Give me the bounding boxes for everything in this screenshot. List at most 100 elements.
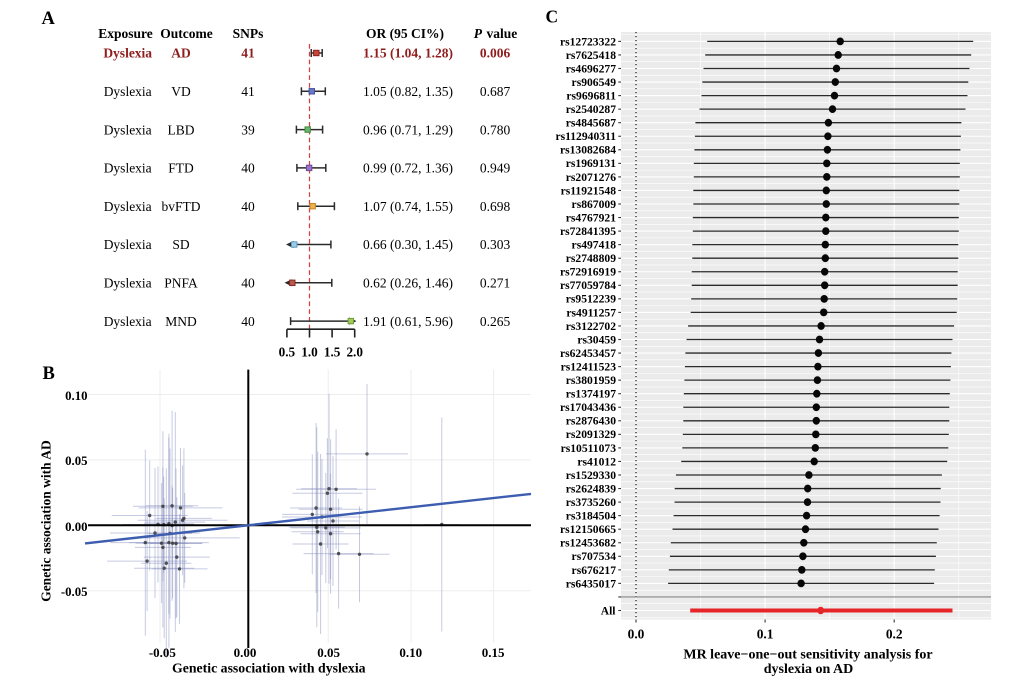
svg-text:0.2: 0.2 [886, 626, 903, 641]
svg-text:41: 41 [241, 84, 255, 99]
svg-text:AD: AD [171, 46, 191, 61]
svg-text:rs62453457: rs62453457 [560, 347, 616, 360]
svg-text:1.91 (0.61, 5.96): 1.91 (0.61, 5.96) [363, 314, 453, 329]
svg-text:0.0: 0.0 [628, 626, 645, 641]
svg-text:MND: MND [165, 314, 197, 329]
svg-text:0.780: 0.780 [480, 122, 511, 137]
svg-text:bvFTD: bvFTD [161, 199, 200, 214]
svg-text:Dyslexia: Dyslexia [104, 237, 152, 252]
svg-text:value: value [487, 26, 518, 41]
svg-text:rs2091329: rs2091329 [566, 428, 616, 441]
svg-text:0.687: 0.687 [480, 84, 511, 99]
svg-text:Dyslexia: Dyslexia [104, 276, 152, 291]
svg-text:1.0: 1.0 [301, 345, 318, 360]
svg-text:0.949: 0.949 [480, 161, 511, 176]
svg-text:rs72841395: rs72841395 [560, 225, 616, 238]
svg-text:dyslexia on AD: dyslexia on AD [764, 662, 853, 677]
svg-text:2.0: 2.0 [346, 345, 363, 360]
svg-text:-0.05: -0.05 [61, 585, 88, 599]
svg-text:Dyslexia: Dyslexia [103, 46, 152, 61]
svg-text:rs1969131: rs1969131 [566, 157, 616, 170]
svg-text:rs3735260: rs3735260 [566, 496, 616, 509]
svg-text:rs112940311: rs112940311 [555, 130, 616, 143]
svg-text:VD: VD [171, 84, 191, 99]
svg-text:1.07 (0.74, 1.55): 1.07 (0.74, 1.55) [363, 199, 453, 214]
svg-text:rs7625418: rs7625418 [566, 49, 616, 62]
svg-text:41: 41 [241, 46, 255, 61]
svg-text:rs867009: rs867009 [572, 198, 617, 211]
svg-text:rs497418: rs497418 [572, 239, 617, 252]
svg-text:rs1529330: rs1529330 [566, 469, 616, 482]
svg-text:0.265: 0.265 [480, 314, 511, 329]
svg-text:0.006: 0.006 [480, 46, 511, 61]
svg-text:rs10511073: rs10511073 [561, 442, 617, 455]
svg-text:rs77059784: rs77059784 [560, 279, 616, 292]
svg-text:0.15: 0.15 [482, 645, 505, 660]
svg-text:40: 40 [241, 237, 255, 252]
svg-text:1.5: 1.5 [324, 345, 341, 360]
svg-text:P: P [474, 26, 483, 41]
svg-text:Genetic association with AD: Genetic association with AD [39, 440, 54, 602]
svg-text:0.00: 0.00 [234, 645, 257, 660]
svg-text:rs4911257: rs4911257 [566, 306, 616, 319]
svg-text:Dyslexia: Dyslexia [104, 122, 152, 137]
svg-text:B: B [43, 364, 55, 384]
svg-text:A: A [42, 9, 56, 29]
svg-text:rs4767921: rs4767921 [566, 212, 616, 225]
svg-text:rs3184504: rs3184504 [566, 510, 616, 523]
svg-text:0.99 (0.72, 1.36): 0.99 (0.72, 1.36) [363, 161, 453, 176]
svg-text:rs12150665: rs12150665 [560, 523, 616, 536]
svg-text:rs9696811: rs9696811 [566, 90, 616, 103]
svg-text:rs906549: rs906549 [572, 76, 617, 89]
svg-text:1.05 (0.82, 1.35): 1.05 (0.82, 1.35) [363, 84, 453, 99]
svg-text:rs12723322: rs12723322 [560, 35, 616, 48]
svg-text:FTD: FTD [168, 161, 194, 176]
svg-text:OR (95 CI%): OR (95 CI%) [366, 26, 444, 41]
svg-text:rs2071276: rs2071276 [566, 171, 616, 184]
svg-text:rs2624839: rs2624839 [566, 482, 616, 495]
svg-text:rs2876430: rs2876430 [566, 415, 616, 428]
svg-text:Dyslexia: Dyslexia [104, 314, 152, 329]
svg-text:0.271: 0.271 [480, 276, 510, 291]
svg-text:Dyslexia: Dyslexia [104, 199, 152, 214]
svg-text:0.5: 0.5 [279, 345, 296, 360]
svg-text:PNFA: PNFA [164, 276, 198, 291]
svg-text:1.15 (1.04, 1.28): 1.15 (1.04, 1.28) [363, 46, 453, 61]
svg-text:rs2748809: rs2748809 [566, 252, 616, 265]
svg-text:rs707534: rs707534 [572, 550, 617, 563]
svg-text:C: C [546, 7, 559, 27]
svg-text:MR leave−one−out sensitivity a: MR leave−one−out sensitivity analysis fo… [683, 648, 932, 663]
svg-text:0.698: 0.698 [480, 199, 511, 214]
svg-text:Exposure: Exposure [98, 26, 153, 41]
svg-text:0.66 (0.30, 1.45): 0.66 (0.30, 1.45) [363, 237, 453, 252]
svg-text:40: 40 [241, 161, 255, 176]
svg-text:0.10: 0.10 [65, 389, 87, 403]
svg-text:rs2540287: rs2540287 [566, 103, 616, 116]
svg-text:0.303: 0.303 [480, 237, 511, 252]
svg-text:rs12453682: rs12453682 [560, 537, 616, 550]
svg-text:Dyslexia: Dyslexia [104, 161, 152, 176]
svg-text:40: 40 [241, 314, 255, 329]
svg-text:rs3801959: rs3801959 [566, 374, 616, 387]
svg-text:rs1374197: rs1374197 [566, 388, 616, 401]
svg-text:0.96 (0.71, 1.29): 0.96 (0.71, 1.29) [363, 122, 453, 137]
svg-text:rs41012: rs41012 [577, 455, 616, 468]
svg-text:0.00: 0.00 [65, 520, 87, 534]
svg-text:rs72916919: rs72916919 [560, 266, 616, 279]
svg-text:Genetic association with dysle: Genetic association with dyslexia [172, 661, 366, 676]
svg-text:0.05: 0.05 [317, 645, 340, 660]
svg-text:40: 40 [241, 199, 255, 214]
svg-text:Outcome: Outcome [160, 26, 212, 41]
svg-text:LBD: LBD [168, 122, 195, 137]
svg-text:rs30459: rs30459 [577, 333, 616, 346]
svg-text:Dyslexia: Dyslexia [104, 84, 152, 99]
svg-text:rs17043436: rs17043436 [560, 401, 616, 414]
svg-text:rs4696277: rs4696277 [566, 62, 616, 75]
svg-text:rs11921548: rs11921548 [561, 184, 617, 197]
svg-text:rs12411523: rs12411523 [561, 361, 617, 374]
svg-text:39: 39 [241, 122, 255, 137]
svg-text:All: All [601, 605, 616, 617]
svg-text:-0.05: -0.05 [149, 645, 177, 660]
svg-text:rs6435017: rs6435017 [566, 577, 616, 590]
svg-text:SD: SD [172, 237, 190, 252]
